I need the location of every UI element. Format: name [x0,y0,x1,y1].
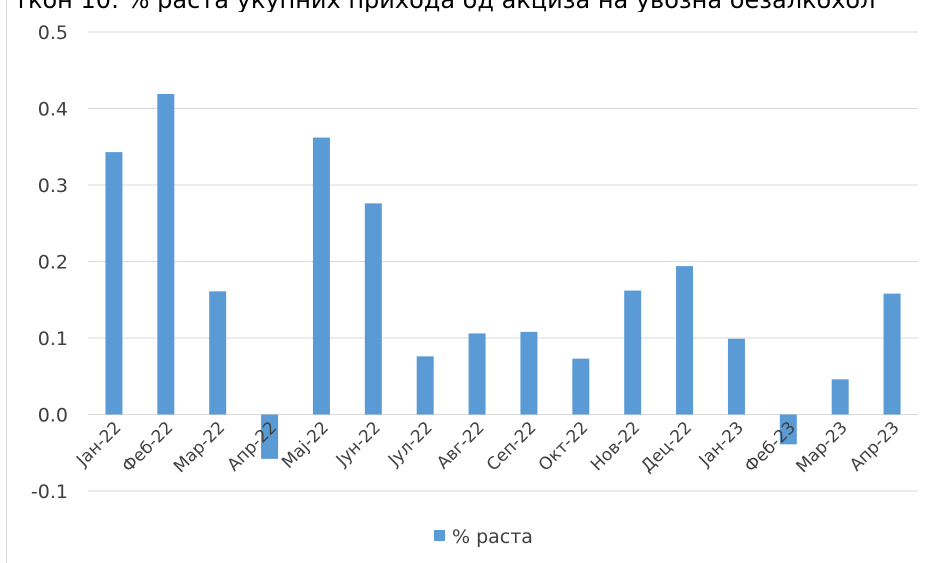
bar[interactable] [624,290,642,415]
x-tick-label: Авг-22 [433,418,488,473]
bar[interactable] [209,291,227,415]
bar[interactable] [676,266,694,415]
chart-frame [6,0,926,563]
y-axis-ticks: 0.5 0.4 0.3 0.2 0.1 0.0 -0.1 [31,22,68,503]
y-tick-label: 0.2 [38,252,68,274]
legend-label: % раста [452,526,533,548]
bar[interactable] [831,379,849,415]
bar[interactable] [520,331,538,415]
x-tick-label: Окт-22 [535,418,593,476]
x-tick-label: Мај-22 [278,418,333,473]
x-tick-label: Јул-22 [384,418,437,471]
bar[interactable] [416,356,434,415]
bar[interactable] [883,293,901,415]
bar[interactable] [468,333,486,415]
x-tick-label: Нов-22 [587,418,644,475]
bar[interactable] [105,152,123,415]
x-tick-label: Апр-23 [846,418,903,475]
legend-swatch [434,530,445,541]
gridlines [88,31,918,492]
x-tick-label: Феб-23 [741,418,800,477]
bar[interactable] [727,338,745,415]
x-tick-label: Мар-23 [793,418,852,477]
bar[interactable] [261,414,279,459]
y-tick-label: 0.5 [38,22,68,44]
bar[interactable] [157,93,175,415]
bars [105,93,901,459]
bar[interactable] [572,358,590,415]
y-tick-label: 0.4 [38,99,68,121]
bar[interactable] [312,137,330,415]
bar[interactable] [779,414,797,445]
chart-title: ткон 10: % раста укупних прихода од акци… [0,0,926,12]
bar[interactable] [364,203,382,415]
x-tick-label: Дец-22 [637,418,696,477]
y-tick-label: 0.3 [38,175,68,197]
legend[interactable]: % раста [434,526,533,548]
y-tick-label: -0.1 [31,481,68,503]
x-tick-label: Мар-22 [170,418,229,477]
x-tick-label: Јан-22 [72,418,125,471]
x-tick-label: Феб-22 [118,418,177,477]
x-tick-label: Јан-23 [695,418,748,471]
y-tick-label: 0.1 [38,328,68,350]
x-tick-label: Сеп-22 [483,418,540,475]
y-tick-label: 0.0 [38,405,68,427]
x-tick-label: Јун-22 [332,418,385,471]
